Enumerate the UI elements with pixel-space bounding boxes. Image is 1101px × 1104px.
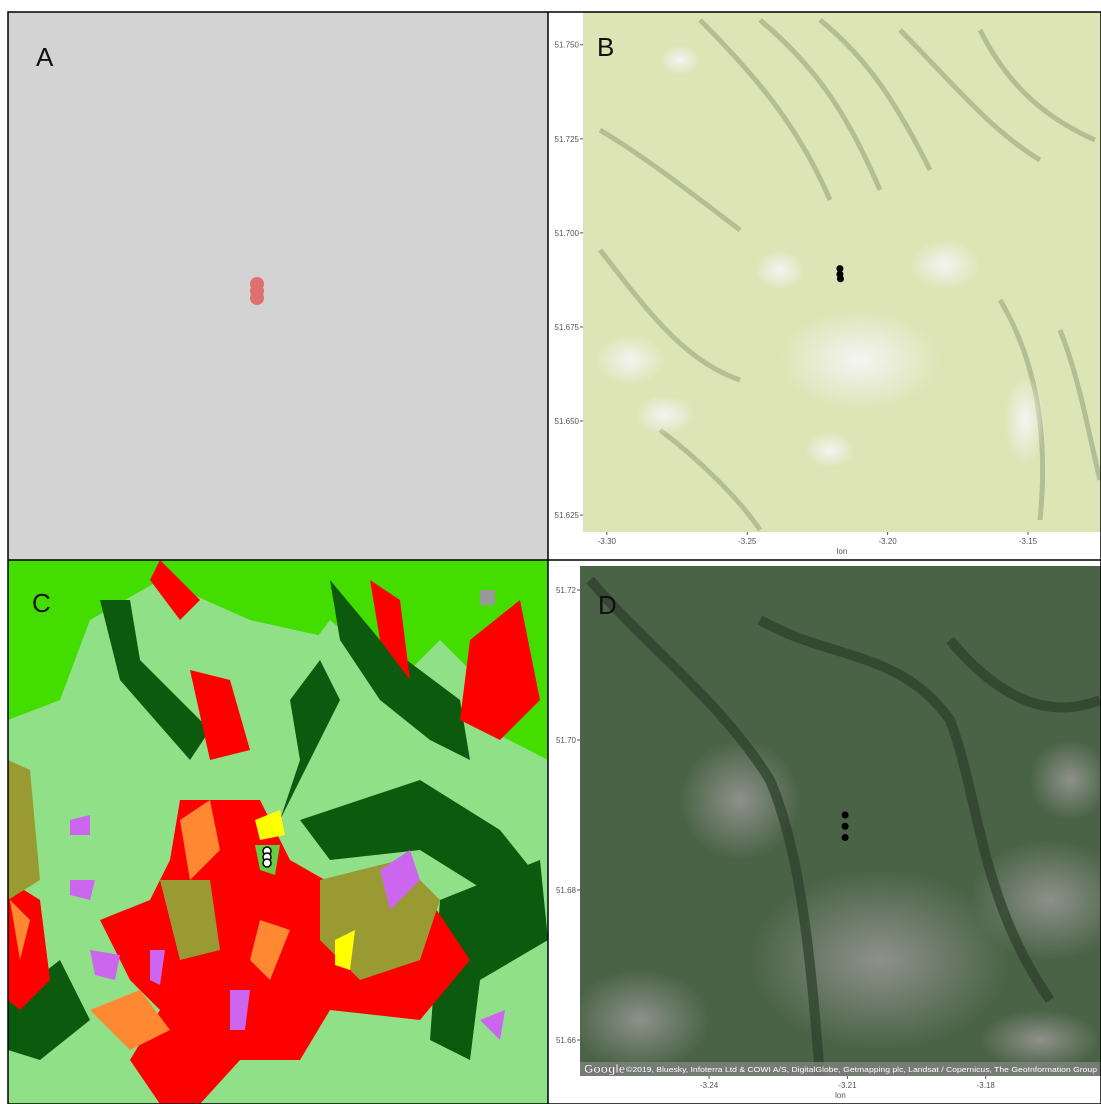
logo: Google [584, 1062, 626, 1076]
y-tick-label: 51.725 [555, 135, 580, 144]
x-tick-label: -3.25 [738, 537, 757, 546]
x-tick-label: -3.15 [1019, 537, 1038, 546]
y-tick-label: 51.750 [555, 41, 580, 50]
x-axis-label: lon [837, 547, 848, 556]
panel-a-points [250, 277, 264, 305]
attribution: ©2019, Bluesky, Infoterra Ltd & COWI A/S… [626, 1065, 1097, 1074]
x-tick-label: -3.18 [977, 1081, 996, 1090]
panel-label: B [597, 32, 614, 62]
location-point [837, 275, 844, 282]
x-tick-label: -3.30 [598, 537, 617, 546]
location-point [842, 812, 849, 819]
y-tick-label: 51.70 [556, 736, 577, 745]
panel-label: A [36, 42, 54, 72]
x-axis-label: lon [835, 1091, 846, 1100]
location-point [842, 834, 849, 841]
y-tick-label: 51.675 [555, 323, 580, 332]
y-tick-label: 51.68 [556, 886, 577, 895]
panel-label: D [598, 590, 617, 620]
y-tick-label: 51.700 [555, 229, 580, 238]
y-tick-label: 51.66 [556, 1036, 577, 1045]
land-cover-map [8, 560, 548, 1104]
location-point [842, 823, 849, 830]
x-tick-label: -3.20 [879, 537, 898, 546]
y-tick-label: 51.72 [556, 586, 577, 595]
figure: A B C D 51.625 51.650 51.675 51.700 51.725 51… [0, 0, 1101, 1104]
panel-c-points [263, 847, 271, 867]
satellite-map [570, 566, 1101, 1076]
panel-a-background [8, 12, 548, 560]
x-tick-label: -3.21 [838, 1081, 857, 1090]
panel-label: C [32, 588, 51, 618]
y-tick-label: 51.650 [555, 417, 580, 426]
x-tick-label: -3.24 [700, 1081, 719, 1090]
y-tick-label: 51.625 [555, 511, 580, 520]
